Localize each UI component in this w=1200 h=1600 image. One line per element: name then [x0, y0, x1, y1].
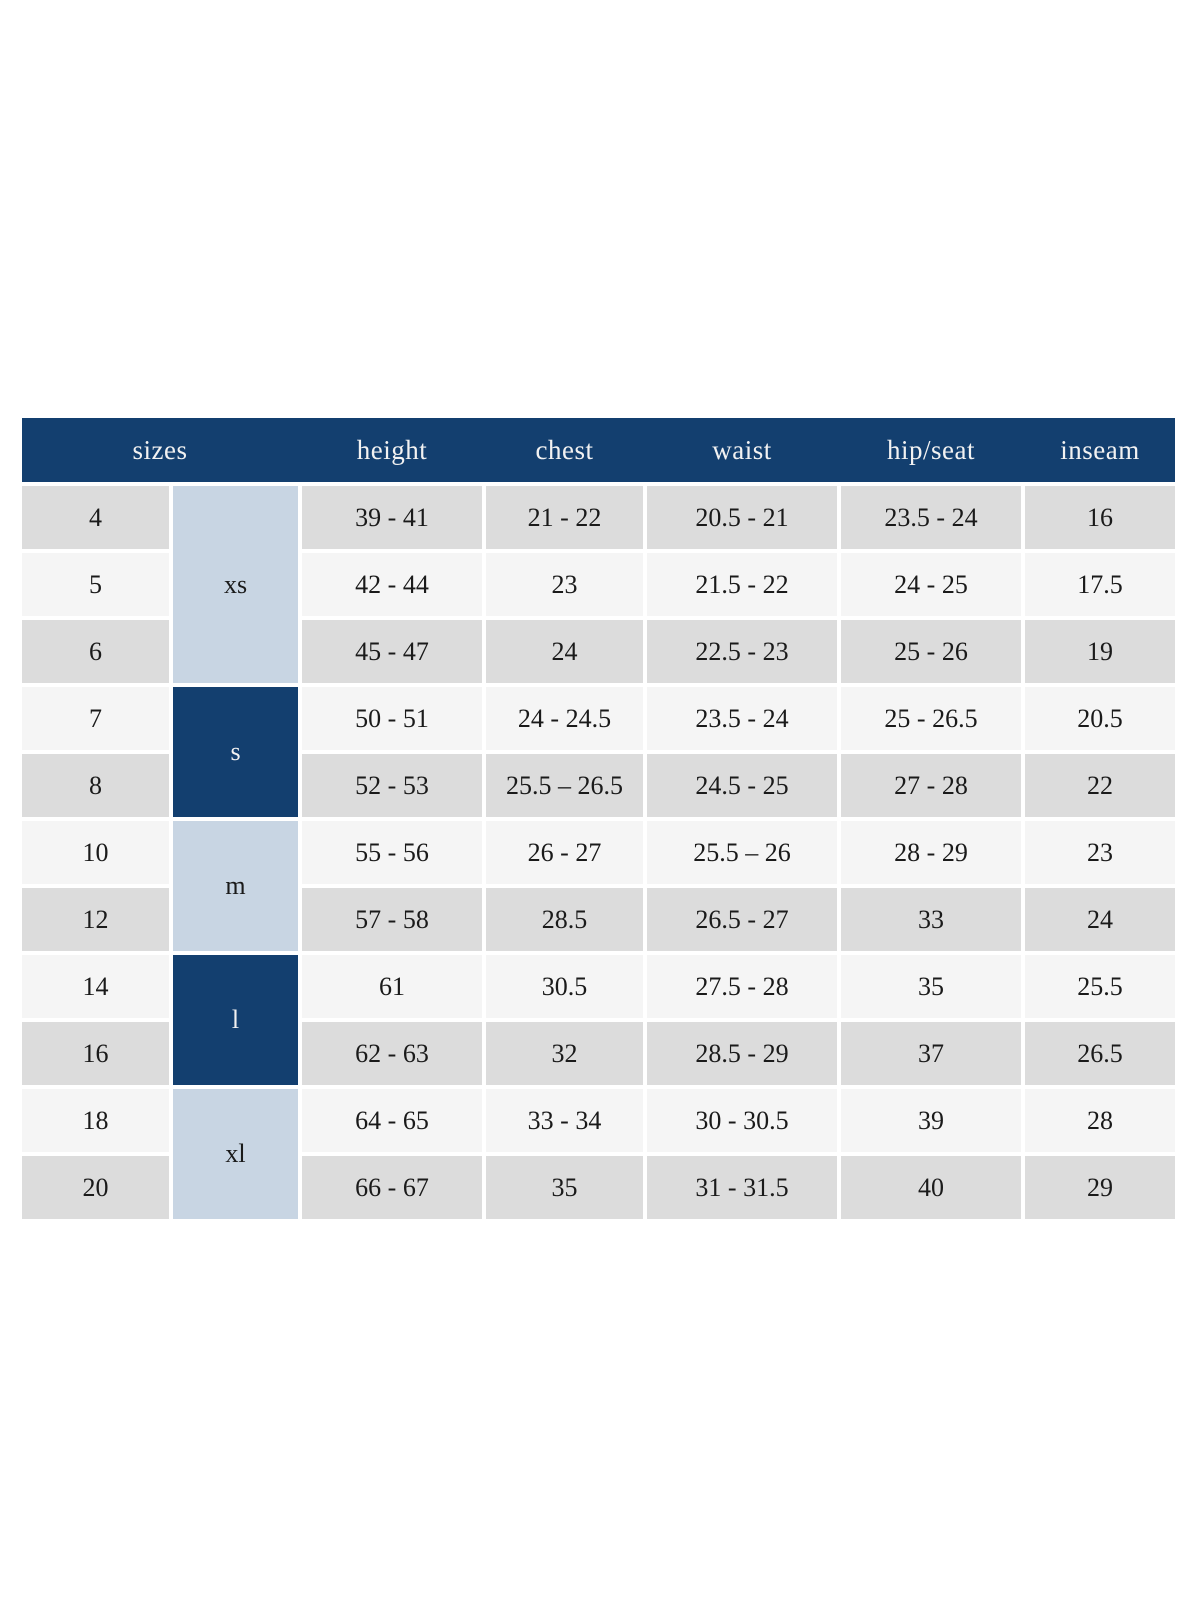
size-group-xs: xs	[173, 486, 298, 683]
column-header-chest: chest	[535, 434, 594, 465]
hip-seat-cell: 25 - 26.5	[841, 687, 1021, 750]
hip-seat-cell: 33	[841, 888, 1021, 951]
chest-cell: 32	[486, 1022, 643, 1085]
hip-seat-cell: 27 - 28	[841, 754, 1021, 817]
waist-cell: 28.5 - 29	[647, 1022, 837, 1085]
waist-cell: 30 - 30.5	[647, 1089, 837, 1152]
size-group-xl: xl	[173, 1089, 298, 1219]
hip-seat-cell: 40	[841, 1156, 1021, 1219]
hip-seat-cell: 23.5 - 24	[841, 486, 1021, 549]
inseam-cell: 22	[1025, 754, 1175, 817]
hip-seat-cell: 25 - 26	[841, 620, 1021, 683]
waist-cell: 27.5 - 28	[647, 955, 837, 1018]
size-cell: 6	[22, 620, 169, 683]
table-header-row: sizes height chest waist hip/seat inseam	[22, 418, 1175, 482]
chest-cell: 26 - 27	[486, 821, 643, 884]
size-cell: 10	[22, 821, 169, 884]
chest-cell: 24	[486, 620, 643, 683]
height-cell: 61	[302, 955, 482, 1018]
size-cell: 8	[22, 754, 169, 817]
chest-cell: 24 - 24.5	[486, 687, 643, 750]
waist-cell: 22.5 - 23	[647, 620, 837, 683]
chest-cell: 33 - 34	[486, 1089, 643, 1152]
height-cell: 42 - 44	[302, 553, 482, 616]
height-cell: 64 - 65	[302, 1089, 482, 1152]
column-header-hip-seat: hip/seat	[887, 434, 975, 465]
height-cell: 55 - 56	[302, 821, 482, 884]
hip-seat-cell: 28 - 29	[841, 821, 1021, 884]
column-header-sizes: sizes	[132, 434, 188, 465]
waist-cell: 26.5 - 27	[647, 888, 837, 951]
inseam-cell: 17.5	[1025, 553, 1175, 616]
height-cell: 62 - 63	[302, 1022, 482, 1085]
inseam-cell: 25.5	[1025, 955, 1175, 1018]
chest-cell: 28.5	[486, 888, 643, 951]
waist-cell: 23.5 - 24	[647, 687, 837, 750]
size-group-m: m	[173, 821, 298, 951]
inseam-cell: 19	[1025, 620, 1175, 683]
size-group-s: s	[173, 687, 298, 817]
waist-cell: 31 - 31.5	[647, 1156, 837, 1219]
chest-cell: 25.5 – 26.5	[486, 754, 643, 817]
size-cell: 20	[22, 1156, 169, 1219]
hip-seat-cell: 37	[841, 1022, 1021, 1085]
inseam-cell: 23	[1025, 821, 1175, 884]
size-chart-table: sizes height chest waist hip/seat inseam…	[22, 418, 1175, 1219]
size-cell: 7	[22, 687, 169, 750]
size-cell: 5	[22, 553, 169, 616]
size-cell: 4	[22, 486, 169, 549]
hip-seat-cell: 35	[841, 955, 1021, 1018]
waist-cell: 24.5 - 25	[647, 754, 837, 817]
waist-cell: 20.5 - 21	[647, 486, 837, 549]
waist-cell: 25.5 – 26	[647, 821, 837, 884]
hip-seat-cell: 24 - 25	[841, 553, 1021, 616]
height-cell: 45 - 47	[302, 620, 482, 683]
size-cell: 16	[22, 1022, 169, 1085]
height-cell: 52 - 53	[302, 754, 482, 817]
chest-cell: 35	[486, 1156, 643, 1219]
inseam-cell: 20.5	[1025, 687, 1175, 750]
column-header-waist: waist	[712, 434, 772, 465]
height-cell: 50 - 51	[302, 687, 482, 750]
height-cell: 66 - 67	[302, 1156, 482, 1219]
waist-cell: 21.5 - 22	[647, 553, 837, 616]
size-group-l: l	[173, 955, 298, 1085]
inseam-cell: 24	[1025, 888, 1175, 951]
chest-cell: 23	[486, 553, 643, 616]
height-cell: 39 - 41	[302, 486, 482, 549]
size-cell: 14	[22, 955, 169, 1018]
hip-seat-cell: 39	[841, 1089, 1021, 1152]
size-cell: 18	[22, 1089, 169, 1152]
inseam-cell: 29	[1025, 1156, 1175, 1219]
chest-cell: 21 - 22	[486, 486, 643, 549]
column-header-height: height	[356, 434, 428, 465]
table-header-grid: sizes height chest waist hip/seat inseam	[22, 418, 1175, 482]
column-header-inseam: inseam	[1060, 434, 1140, 465]
inseam-cell: 28	[1025, 1089, 1175, 1152]
chest-cell: 30.5	[486, 955, 643, 1018]
inseam-cell: 16	[1025, 486, 1175, 549]
inseam-cell: 26.5	[1025, 1022, 1175, 1085]
size-cell: 12	[22, 888, 169, 951]
height-cell: 57 - 58	[302, 888, 482, 951]
